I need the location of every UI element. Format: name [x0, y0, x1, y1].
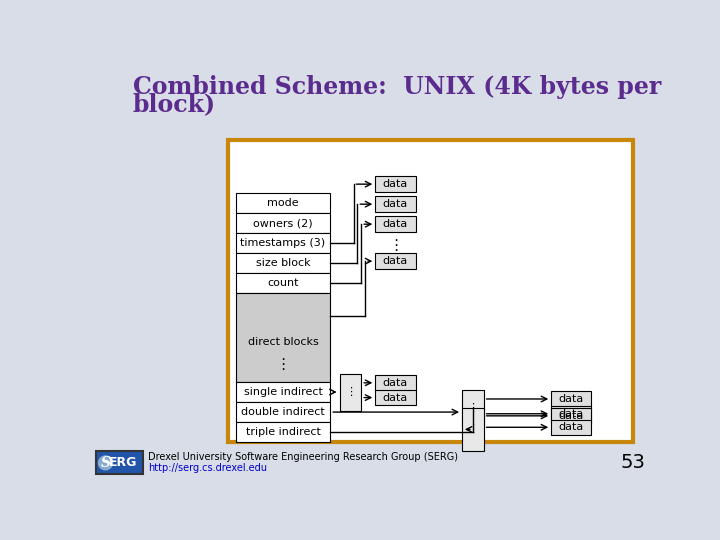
Bar	[235, 382, 330, 402]
Text: data: data	[559, 422, 584, 433]
Bar	[375, 197, 415, 212]
Text: data: data	[559, 411, 584, 421]
Text: Drexel University Software Engineering Research Group (SERG): Drexel University Software Engineering R…	[148, 453, 458, 462]
Text: ⋮: ⋮	[388, 238, 403, 253]
Text: triple indirect: triple indirect	[246, 427, 320, 437]
Text: data: data	[559, 394, 584, 404]
Bar	[462, 408, 484, 450]
Bar	[96, 451, 143, 475]
Bar	[235, 193, 330, 213]
Text: data: data	[383, 256, 408, 266]
Text: http://serg.cs.drexel.edu: http://serg.cs.drexel.edu	[148, 462, 267, 472]
Bar	[551, 408, 591, 423]
Circle shape	[99, 456, 112, 470]
Text: double indirect: double indirect	[241, 407, 325, 417]
Text: data: data	[559, 409, 584, 419]
Text: data: data	[383, 393, 408, 403]
Text: ⋮: ⋮	[467, 424, 478, 434]
Bar	[375, 177, 415, 192]
Text: mode: mode	[267, 198, 299, 208]
Bar	[551, 406, 591, 421]
Text: size block: size block	[256, 259, 310, 268]
Bar	[375, 390, 415, 406]
Text: 53: 53	[620, 454, 645, 472]
Bar	[235, 213, 330, 233]
Bar	[235, 294, 330, 382]
Text: Combined Scheme:  UNIX (4K bytes per: Combined Scheme: UNIX (4K bytes per	[132, 75, 661, 99]
Text: data: data	[383, 219, 408, 229]
Text: ERG: ERG	[109, 456, 138, 469]
Bar	[235, 233, 330, 253]
Text: single indirect: single indirect	[243, 387, 323, 397]
Bar	[375, 253, 415, 269]
Text: data: data	[383, 199, 408, 209]
Text: owners (2): owners (2)	[253, 218, 312, 228]
Bar	[375, 375, 415, 390]
Text: ⋮: ⋮	[467, 403, 478, 413]
Bar	[235, 402, 330, 422]
Bar	[235, 273, 330, 294]
Text: ⋮: ⋮	[275, 357, 291, 372]
Bar	[340, 374, 361, 410]
Text: block): block)	[132, 92, 216, 117]
Bar	[462, 390, 484, 427]
Bar	[228, 140, 632, 442]
Bar	[551, 420, 591, 435]
Text: direct blocks: direct blocks	[248, 337, 318, 347]
Bar	[375, 217, 415, 232]
Bar	[235, 253, 330, 273]
Text: count: count	[267, 279, 299, 288]
Bar	[235, 422, 330, 442]
Text: data: data	[383, 378, 408, 388]
Text: S: S	[101, 456, 110, 470]
Text: data: data	[383, 179, 408, 189]
Text: timestamps (3): timestamps (3)	[240, 239, 325, 248]
Text: ⋮: ⋮	[345, 387, 356, 397]
Bar	[551, 392, 591, 407]
